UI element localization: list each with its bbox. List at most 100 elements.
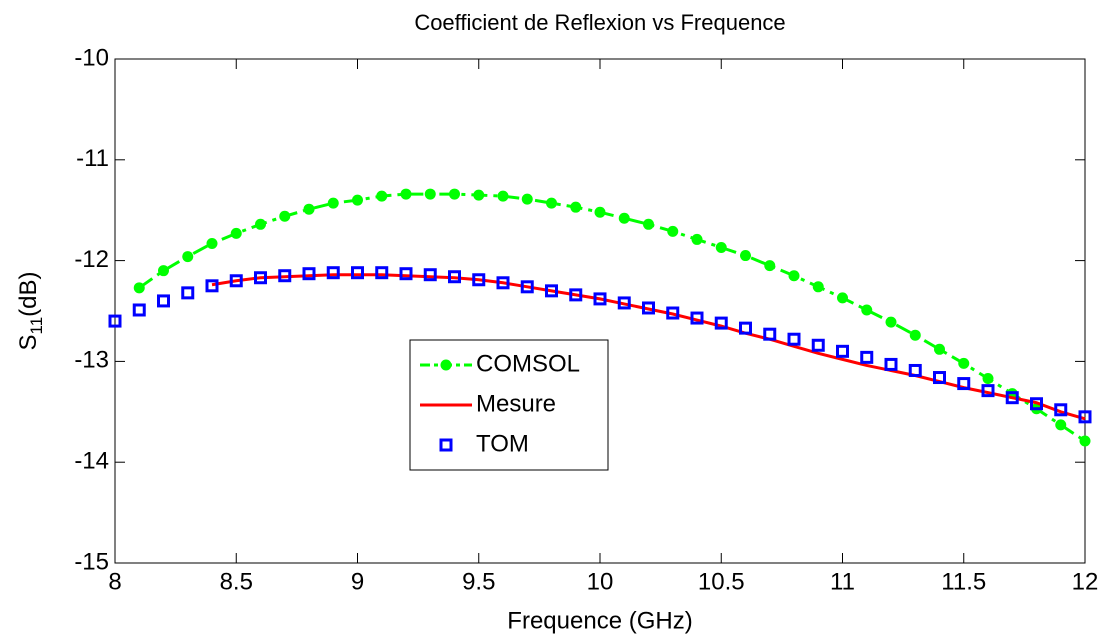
point — [594, 206, 606, 218]
point — [690, 311, 704, 325]
x-tick-label: 12 — [1072, 568, 1099, 595]
y-tick-label: -15 — [74, 548, 109, 575]
chart-title: Coefficient de Reflexion vs Frequence — [414, 10, 785, 35]
point — [254, 271, 267, 285]
y-label-main: S — [15, 334, 42, 350]
point — [884, 357, 898, 371]
point — [229, 274, 243, 288]
point — [352, 194, 363, 206]
point — [740, 250, 751, 262]
point — [1054, 403, 1068, 417]
point — [181, 286, 195, 300]
point — [981, 384, 995, 398]
point — [739, 321, 752, 335]
point — [424, 188, 436, 200]
point — [278, 269, 292, 283]
point — [448, 270, 461, 284]
legend-label: TOM — [476, 430, 529, 457]
x-tick-label: 8 — [108, 568, 121, 595]
x-tick-label: 10.5 — [698, 568, 745, 595]
x-tick-label: 8.5 — [220, 568, 253, 595]
x-tick-label: 9 — [351, 568, 364, 595]
point — [643, 218, 654, 230]
point — [982, 373, 994, 385]
point — [691, 233, 703, 245]
point — [546, 197, 557, 209]
legend-label: Mesure — [476, 390, 556, 417]
point — [764, 260, 776, 272]
y-tick-label: -10 — [74, 44, 109, 71]
legend-marker — [440, 359, 452, 371]
point — [279, 210, 291, 222]
point — [909, 329, 921, 341]
point — [1005, 391, 1019, 405]
point — [1078, 410, 1092, 424]
x-tick-label: 10 — [587, 568, 614, 595]
point — [788, 270, 800, 282]
point — [885, 316, 897, 328]
x-tick-label: 9.5 — [462, 568, 495, 595]
point — [108, 314, 122, 328]
point — [957, 377, 971, 391]
x-tick-label: 11 — [830, 568, 855, 595]
point — [836, 344, 849, 358]
y-tick-label: -14 — [74, 448, 109, 475]
point — [787, 332, 801, 346]
legend: COMSOL Mesure TOM — [409, 339, 609, 471]
point — [521, 193, 533, 205]
point — [496, 276, 510, 290]
point — [618, 212, 630, 224]
point — [569, 288, 583, 302]
point — [545, 284, 558, 298]
point — [1030, 397, 1043, 411]
point — [133, 282, 145, 294]
point — [157, 294, 170, 308]
point — [230, 227, 242, 239]
point — [1055, 419, 1067, 431]
legend-marker — [439, 438, 453, 452]
y-tick-label: -13 — [74, 347, 109, 374]
legend-label: COMSOL — [476, 350, 580, 377]
point — [714, 316, 728, 330]
point — [520, 280, 534, 294]
point — [593, 292, 607, 306]
point — [376, 190, 388, 202]
point — [1079, 435, 1091, 447]
point — [158, 265, 169, 277]
point — [812, 281, 824, 293]
point — [375, 266, 389, 280]
point — [763, 327, 777, 341]
point — [958, 357, 970, 369]
point — [642, 301, 655, 315]
point — [351, 266, 364, 280]
point — [132, 303, 146, 317]
point — [811, 338, 825, 352]
point — [472, 273, 486, 287]
point — [326, 266, 340, 280]
point — [399, 267, 413, 281]
point — [667, 225, 679, 237]
x-axis-label: Frequence (GHz) — [507, 607, 692, 634]
y-label-unit: (dB) — [15, 271, 42, 316]
point — [666, 306, 680, 320]
y-tick-label: -12 — [74, 246, 109, 273]
point — [934, 343, 945, 355]
point — [497, 190, 509, 202]
point — [860, 350, 874, 364]
point — [400, 188, 412, 200]
point — [423, 268, 437, 282]
point — [206, 237, 218, 249]
point — [255, 218, 266, 230]
point — [327, 197, 339, 209]
point — [473, 189, 485, 201]
point — [182, 251, 194, 263]
y-tick-label: -11 — [76, 145, 109, 172]
point — [837, 292, 848, 304]
point — [570, 201, 582, 213]
point — [861, 304, 873, 316]
point — [617, 296, 631, 310]
point — [303, 203, 315, 215]
series-line — [138, 192, 1086, 443]
y-label-subscript: 11 — [27, 317, 46, 335]
